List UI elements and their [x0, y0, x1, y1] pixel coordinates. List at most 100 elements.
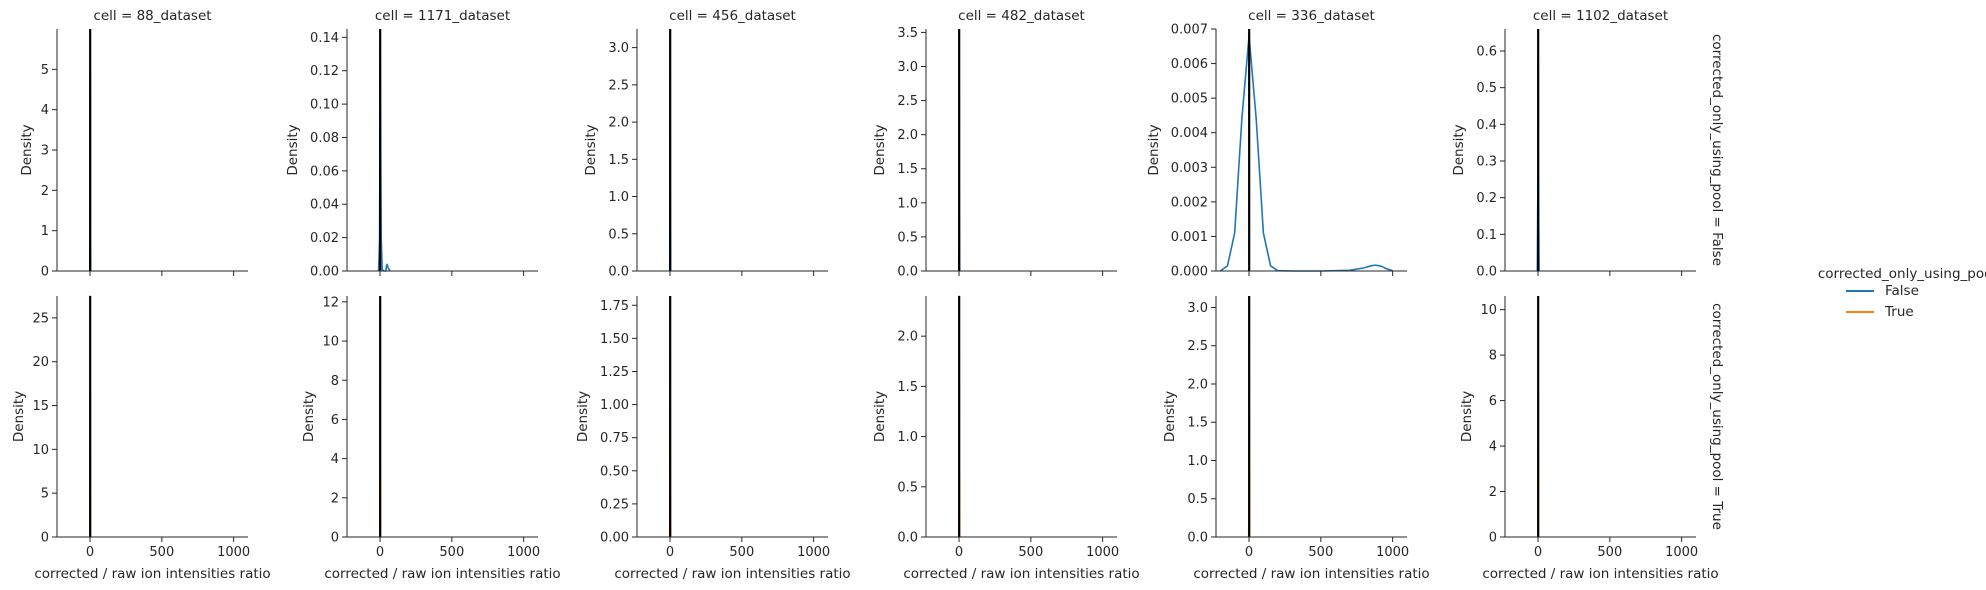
y-tick-label: 0.50 [600, 464, 629, 479]
x-axis-label: corrected / raw ion intensities ratio [34, 566, 270, 582]
y-axis-label: Density [19, 124, 35, 175]
y-tick-label: 0.4 [1476, 118, 1497, 133]
y-tick-label: 4 [331, 452, 339, 467]
column-title: cell = 336_dataset [1248, 8, 1375, 24]
y-tick-label: 0.003 [1171, 161, 1208, 176]
facet-panel: 0.0 0.5 1.0 1.5 2.0 2.5 3.0 0 500 1000 Density corr… [1162, 296, 1430, 582]
x-tick-label: 0 [376, 545, 384, 560]
y-tick-label: 1.5 [897, 162, 918, 177]
legend-entry-true: True [1884, 304, 1914, 320]
y-tick-label: 0.04 [310, 198, 339, 213]
facet-panel: 0.0 0.5 1.0 1.5 2.0 0 500 1000 Density corrected … [872, 295, 1140, 582]
x-tick-label: 1000 [1376, 545, 1409, 560]
y-axis-label: Density [1162, 391, 1178, 442]
y-tick-label: 0.004 [1171, 126, 1208, 141]
facet-panel: 0 2 4 6 8 10 0 500 1000 Density corrected / raw io… [1459, 296, 1725, 582]
facet-panel: 0.0 0.5 1.0 1.5 2.0 2.5 3.0 Density cell = 456_d… [583, 8, 828, 280]
facet-panel: 0 5 10 15 20 25 0 500 1000 Density corrected / raw… [11, 295, 271, 582]
y-tick-label: 0.2 [1476, 191, 1497, 206]
x-tick-label: 0 [1534, 545, 1542, 560]
y-axis-label: Density [872, 124, 888, 175]
x-tick-label: 0 [666, 545, 674, 560]
kde-line-false [1219, 35, 1393, 272]
y-tick-label: 0.5 [897, 230, 918, 245]
row-title: corrected_only_using_pool = True [1709, 303, 1725, 530]
y-tick-label: 0.5 [1476, 81, 1497, 96]
y-tick-label: 2 [1489, 485, 1497, 500]
y-tick-label: 10 [1480, 303, 1497, 318]
x-axis-label: corrected / raw ion intensities ratio [324, 566, 560, 582]
y-tick-label: 0 [41, 265, 49, 280]
y-tick-label: 2 [41, 184, 49, 199]
y-tick-label: 0.10 [310, 98, 339, 113]
x-tick-label: 1000 [1086, 545, 1119, 560]
y-axis-label: Density [1459, 391, 1475, 442]
y-axis-label: Density [575, 391, 591, 442]
y-tick-label: 0.000 [1171, 265, 1208, 280]
y-tick-label: 2.0 [897, 128, 918, 143]
y-tick-label: 3.0 [608, 41, 629, 56]
y-tick-label: 0.0 [897, 531, 918, 546]
y-tick-label: 0.00 [600, 531, 629, 546]
y-axis-label: Density [872, 391, 888, 442]
x-tick-label: 0 [955, 545, 963, 560]
x-tick-label: 500 [1018, 545, 1043, 560]
y-tick-label: 5 [41, 487, 49, 502]
y-tick-label: 2.0 [1187, 377, 1208, 392]
y-tick-label: 2 [331, 491, 339, 506]
y-tick-label: 3 [41, 144, 49, 159]
y-tick-label: 0.002 [1171, 195, 1208, 210]
legend-entry-false: False [1885, 283, 1919, 299]
y-tick-label: 0.1 [1476, 228, 1497, 243]
y-tick-label: 10 [32, 443, 49, 458]
y-tick-label: 1.5 [1187, 416, 1208, 431]
y-tick-label: 6 [1489, 394, 1497, 409]
y-axis-label: Density [583, 124, 599, 175]
y-tick-label: 0.0 [1187, 531, 1208, 546]
legend-title: corrected_only_using_pool [1818, 266, 1986, 282]
column-title: cell = 482_dataset [958, 8, 1085, 24]
x-tick-label: 1000 [1665, 545, 1698, 560]
x-tick-label: 500 [149, 545, 174, 560]
y-tick-label: 8 [1489, 349, 1497, 364]
y-tick-label: 0.06 [310, 164, 339, 179]
y-tick-label: 0.5 [897, 480, 918, 495]
x-tick-label: 1000 [797, 545, 830, 560]
y-tick-label: 0.5 [1187, 492, 1208, 507]
y-tick-label: 0.001 [1171, 230, 1208, 245]
y-tick-label: 1 [41, 224, 49, 239]
facet-panel: 0.000 0.001 0.002 0.003 0.004 0.005 0.006 0.007… [1146, 8, 1407, 280]
y-tick-label: 6 [331, 413, 339, 428]
x-tick-label: 0 [1245, 545, 1253, 560]
facet-panel: 0.00 0.25 0.50 0.75 1.00 1.25 1.50 1.75 0 500 1000… [575, 296, 851, 582]
row-title: corrected_only_using_pool = False [1709, 34, 1725, 266]
y-tick-label: 5 [41, 63, 49, 78]
y-tick-label: 0.6 [1476, 45, 1497, 60]
y-tick-label: 4 [41, 103, 49, 118]
y-tick-label: 20 [32, 355, 49, 370]
y-tick-label: 12 [322, 295, 339, 310]
x-tick-label: 500 [1308, 545, 1333, 560]
y-tick-label: 2.0 [897, 330, 918, 345]
y-tick-label: 4 [1489, 440, 1497, 455]
y-tick-label: 8 [331, 374, 339, 389]
y-tick-label: 1.0 [608, 190, 629, 205]
y-tick-label: 1.0 [897, 430, 918, 445]
y-tick-label: 0 [41, 531, 49, 546]
y-tick-label: 1.5 [608, 153, 629, 168]
y-tick-label: 1.00 [600, 398, 629, 413]
facet-panel: 0 1 2 3 4 5 Density cell = 88_dataset [19, 8, 248, 280]
y-tick-label: 2.5 [897, 94, 918, 109]
facet-panel: 0.00 0.02 0.04 0.06 0.08 0.10 0.12 0.14 Density c… [285, 8, 538, 280]
y-axis-label: Density [1451, 124, 1467, 175]
facet-panel: 0.0 0.5 1.0 1.5 2.0 2.5 3.0 3.5 Density cell = 48… [872, 8, 1117, 280]
x-axis-label: corrected / raw ion intensities ratio [614, 566, 850, 582]
y-tick-label: 0.75 [600, 431, 629, 446]
y-axis-label: Density [1146, 124, 1162, 175]
y-tick-label: 1.5 [897, 380, 918, 395]
y-axis-label: Density [11, 391, 27, 442]
column-title: cell = 456_dataset [669, 8, 796, 24]
y-tick-label: 1.0 [1187, 454, 1208, 469]
